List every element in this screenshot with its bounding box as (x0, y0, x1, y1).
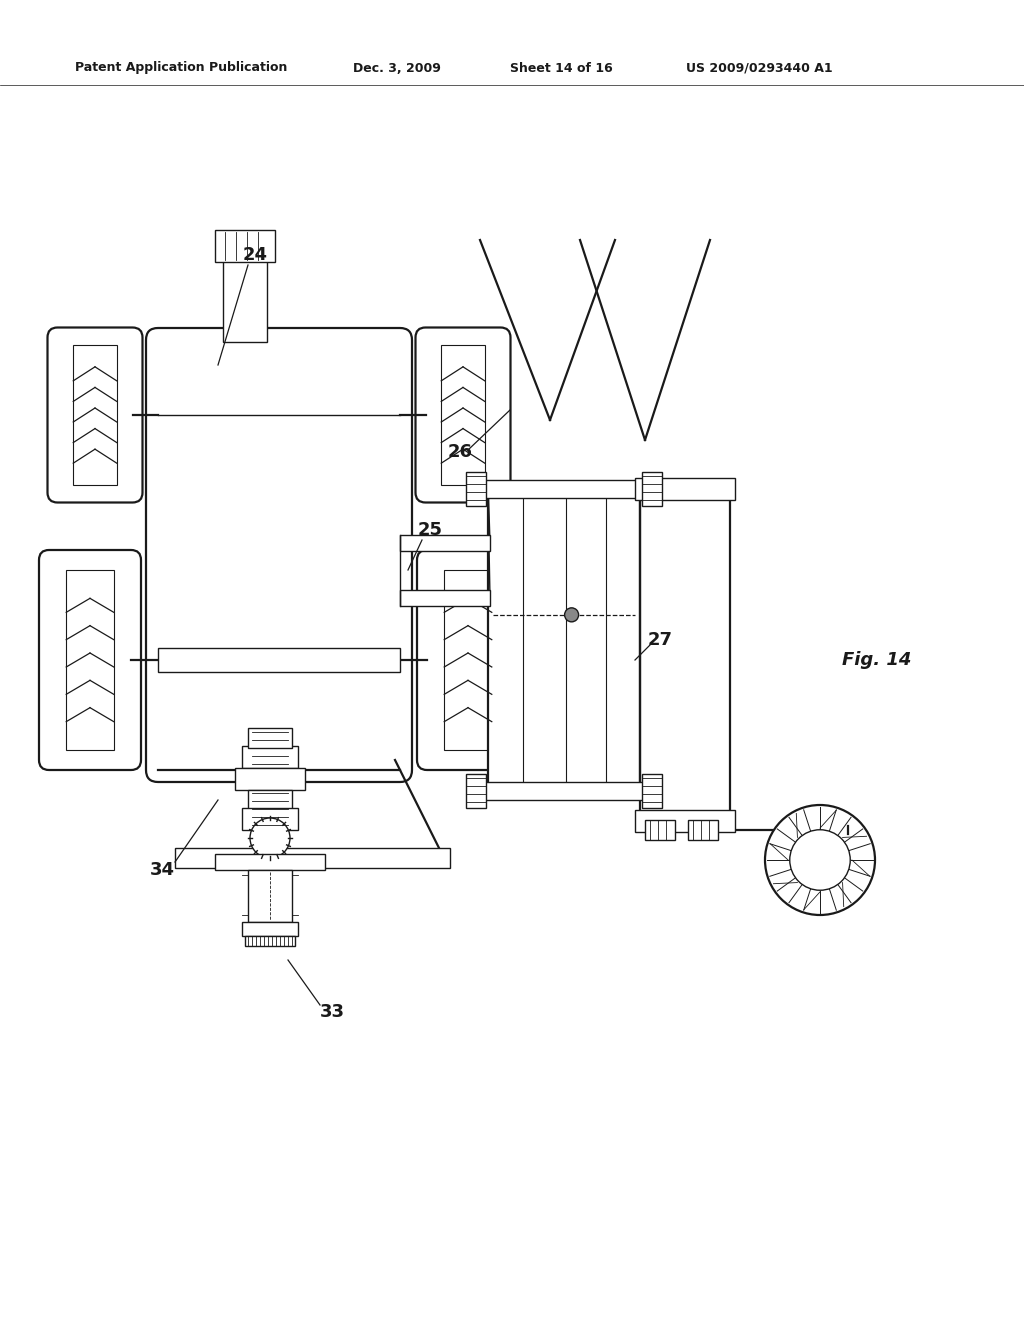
Bar (215, 854, 325, 870)
Text: Sheet 14 of 16: Sheet 14 of 16 (510, 62, 612, 74)
Text: US 2009/0293440 A1: US 2009/0293440 A1 (686, 62, 833, 74)
Circle shape (250, 818, 290, 858)
Circle shape (564, 607, 579, 622)
Bar (74, 346, 117, 484)
Bar (215, 230, 275, 261)
Bar (441, 346, 484, 484)
Text: 27: 27 (647, 631, 673, 649)
FancyBboxPatch shape (47, 327, 142, 503)
Text: 33: 33 (319, 1003, 344, 1020)
FancyBboxPatch shape (416, 327, 511, 503)
Bar (400, 590, 490, 606)
Bar (488, 488, 640, 789)
Bar (466, 774, 486, 808)
Bar (635, 810, 735, 832)
Bar (470, 480, 658, 498)
Bar (444, 570, 492, 750)
Bar (245, 936, 295, 946)
Text: 26: 26 (447, 444, 472, 461)
Text: Fig. 14: Fig. 14 (842, 651, 911, 669)
Text: Patent Application Publication: Patent Application Publication (75, 62, 288, 74)
Bar (642, 473, 662, 506)
Circle shape (765, 805, 874, 915)
Bar (242, 746, 298, 768)
Bar (175, 847, 450, 869)
Bar (242, 808, 298, 830)
Bar (466, 473, 486, 506)
Bar (642, 774, 662, 808)
Text: 24: 24 (243, 246, 267, 264)
Text: 25: 25 (418, 521, 442, 539)
Bar (248, 729, 292, 748)
Bar (158, 648, 400, 672)
Bar (248, 789, 292, 810)
Bar (242, 921, 298, 936)
Text: 34: 34 (150, 861, 174, 879)
Bar (645, 820, 675, 840)
FancyBboxPatch shape (146, 327, 412, 781)
Circle shape (790, 830, 850, 890)
Bar (223, 260, 267, 342)
Bar (400, 535, 490, 550)
Bar (688, 820, 718, 840)
FancyBboxPatch shape (39, 550, 141, 770)
Text: Dec. 3, 2009: Dec. 3, 2009 (353, 62, 441, 74)
Bar (67, 570, 114, 750)
Bar (234, 768, 305, 789)
Bar (248, 870, 292, 921)
Bar (470, 781, 658, 800)
FancyBboxPatch shape (417, 550, 519, 770)
Bar (635, 478, 735, 500)
